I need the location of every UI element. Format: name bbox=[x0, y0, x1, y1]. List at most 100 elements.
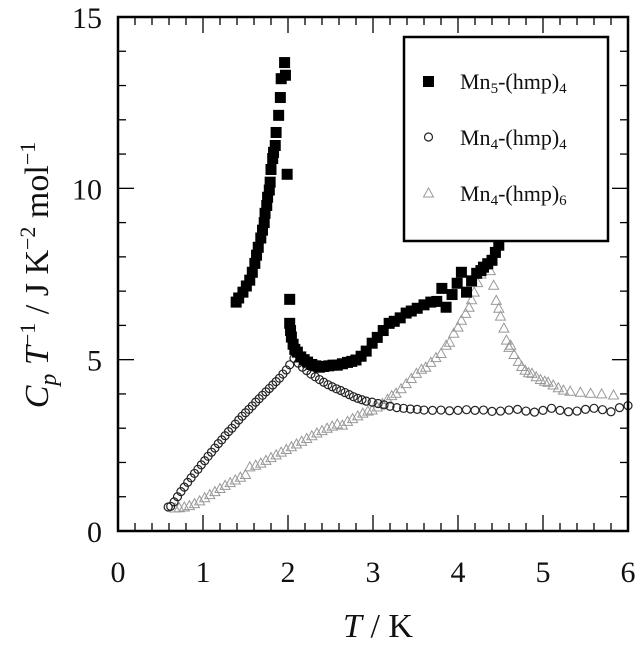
data-point bbox=[198, 491, 211, 503]
data-point bbox=[373, 398, 383, 409]
y-axis-c: C bbox=[19, 385, 56, 408]
data-point bbox=[453, 405, 463, 415]
data-point bbox=[405, 305, 417, 317]
data-point bbox=[427, 405, 438, 415]
data-point bbox=[446, 289, 458, 301]
series-circle bbox=[163, 353, 633, 512]
data-point bbox=[261, 199, 273, 211]
data-point bbox=[269, 140, 281, 151]
data-point bbox=[415, 363, 428, 374]
data-point bbox=[574, 386, 587, 397]
x-tick-label: 3 bbox=[366, 556, 381, 589]
data-point bbox=[353, 393, 363, 403]
data-point bbox=[274, 92, 286, 104]
data-point bbox=[290, 437, 303, 449]
data-point bbox=[538, 375, 551, 386]
data-point bbox=[461, 405, 472, 415]
data-point bbox=[251, 249, 263, 261]
data-point bbox=[188, 497, 201, 509]
data-point bbox=[465, 293, 478, 305]
data-point bbox=[463, 301, 475, 312]
data-point bbox=[209, 485, 221, 497]
legend-sub: 5 bbox=[491, 81, 499, 97]
data-point bbox=[392, 403, 402, 413]
data-point bbox=[262, 191, 274, 203]
data-point bbox=[327, 382, 337, 392]
data-point bbox=[284, 317, 296, 329]
data-point bbox=[595, 387, 608, 399]
data-point bbox=[451, 277, 463, 289]
data-point bbox=[249, 459, 262, 470]
legend-sub: 4 bbox=[491, 137, 499, 153]
legend-base: Mn bbox=[460, 69, 491, 94]
data-point bbox=[270, 126, 282, 138]
data-point bbox=[606, 407, 616, 417]
data-point bbox=[443, 336, 456, 347]
data-point bbox=[435, 347, 447, 358]
data-point bbox=[265, 451, 277, 463]
data-point bbox=[486, 254, 498, 266]
legend-base: Mn bbox=[460, 125, 491, 150]
data-point bbox=[526, 367, 538, 378]
data-point bbox=[340, 387, 350, 398]
data-point bbox=[360, 345, 372, 357]
data-point bbox=[361, 396, 371, 406]
data-point bbox=[254, 457, 267, 468]
data-point bbox=[440, 339, 452, 350]
data-point bbox=[252, 241, 264, 253]
data-point bbox=[379, 400, 389, 410]
data-point bbox=[263, 184, 275, 196]
data-point bbox=[512, 355, 525, 366]
data-point bbox=[281, 168, 293, 180]
data-point bbox=[493, 239, 505, 251]
data-point bbox=[580, 404, 591, 414]
legend-marker-triangle bbox=[422, 186, 435, 198]
data-point bbox=[239, 468, 252, 479]
data-point bbox=[538, 405, 548, 415]
data-point bbox=[255, 232, 267, 244]
data-point bbox=[522, 366, 535, 378]
data-point bbox=[487, 279, 500, 290]
y-axis-p: p bbox=[36, 374, 62, 388]
data-point bbox=[214, 482, 226, 494]
data-point bbox=[377, 325, 389, 337]
x-axis-label: T / K bbox=[343, 608, 413, 645]
x-tick-label: 6 bbox=[621, 556, 636, 589]
data-point bbox=[459, 307, 472, 318]
y-axis-mol: mol bbox=[19, 165, 56, 226]
x-tick-label: 1 bbox=[196, 556, 211, 589]
data-point bbox=[444, 406, 455, 416]
y-axis-sup1: −1 bbox=[15, 323, 40, 346]
y-tick-label: 0 bbox=[87, 516, 102, 549]
data-point bbox=[344, 390, 354, 400]
data-point bbox=[265, 163, 277, 175]
data-point bbox=[425, 296, 437, 308]
data-point bbox=[219, 479, 231, 490]
data-point bbox=[336, 385, 346, 396]
data-point bbox=[224, 476, 237, 488]
data-point bbox=[371, 331, 383, 343]
data-point bbox=[452, 321, 464, 332]
legend-label-mn4-hmp6: Mn4-(hmp)6 bbox=[460, 181, 567, 209]
data-point bbox=[346, 412, 359, 424]
data-point bbox=[440, 301, 452, 313]
data-point bbox=[490, 294, 503, 305]
data-point bbox=[233, 292, 245, 304]
y-tick-label: 10 bbox=[72, 173, 102, 206]
y-tick-label: 5 bbox=[87, 345, 102, 378]
legend-mid: -(hmp) bbox=[498, 69, 559, 94]
data-point bbox=[555, 405, 565, 415]
legend-box bbox=[402, 35, 610, 243]
data-point bbox=[229, 473, 242, 485]
data-point bbox=[246, 266, 258, 278]
data-point bbox=[572, 406, 582, 416]
data-point bbox=[436, 282, 448, 294]
data-point bbox=[436, 405, 446, 415]
data-point bbox=[284, 293, 296, 305]
data-point bbox=[418, 299, 430, 311]
data-point bbox=[326, 420, 339, 431]
data-point bbox=[399, 403, 409, 413]
series-square bbox=[230, 57, 505, 373]
data-point bbox=[395, 382, 407, 394]
